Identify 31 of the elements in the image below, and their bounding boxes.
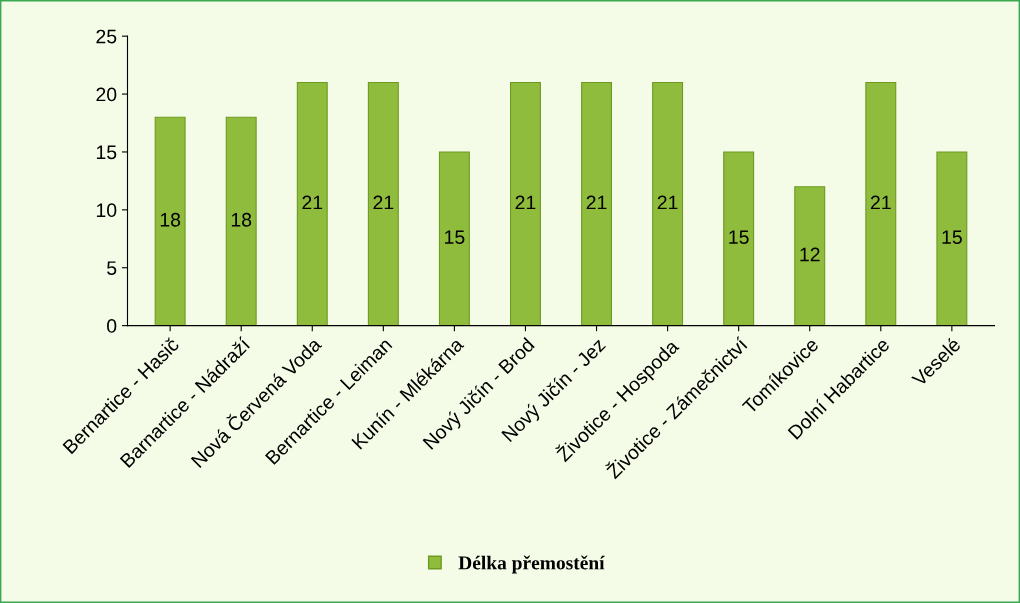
data-label: 21 — [586, 195, 607, 210]
data-label: 15 — [445, 230, 465, 245]
data-label: 15 — [942, 230, 962, 245]
y-tick-label: 20 — [96, 87, 117, 102]
bar — [652, 81, 684, 326]
data-label: 21 — [515, 195, 536, 210]
bar — [723, 151, 755, 326]
y-tick-label: 0 — [107, 319, 117, 333]
bar — [509, 81, 541, 326]
bar — [154, 116, 186, 326]
bar — [438, 151, 470, 326]
bar — [225, 116, 257, 326]
bar — [296, 81, 328, 326]
bar — [367, 81, 399, 326]
data-label: 18 — [231, 212, 252, 227]
legend-label: Délka přemostění — [458, 555, 605, 574]
data-label: 21 — [302, 195, 323, 210]
bar — [581, 81, 613, 326]
bar — [794, 186, 826, 326]
y-tick-label: 10 — [96, 203, 117, 218]
y-tick-label: 5 — [107, 261, 117, 275]
y-tick-label: 15 — [96, 145, 117, 160]
bar — [936, 151, 968, 326]
data-label: 21 — [657, 195, 678, 210]
bar — [865, 81, 897, 326]
data-label: 21 — [373, 195, 394, 210]
data-label: 18 — [160, 212, 181, 227]
data-label: 15 — [729, 230, 749, 245]
data-label: 12 — [800, 247, 820, 262]
data-label: 21 — [870, 195, 891, 210]
y-tick-label: 25 — [96, 29, 117, 44]
